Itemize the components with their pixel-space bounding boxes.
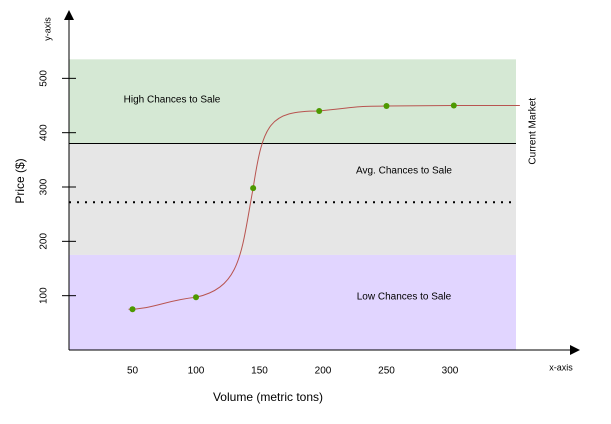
y-tick-label: 100: [39, 287, 50, 304]
y-tick-label: 200: [39, 233, 50, 250]
x-tick-label: 100: [188, 366, 205, 377]
data-point: [193, 294, 199, 301]
x-axis-arrowhead: [570, 345, 580, 355]
data-point: [250, 185, 257, 192]
zone-low-band: [69, 254, 516, 350]
zone-avg-band: [69, 143, 516, 255]
current-market-label: Current Market: [528, 98, 539, 165]
y-tick-label: 500: [39, 70, 50, 87]
zone-high-label: High Chances to Sale: [124, 95, 221, 106]
x-tick-label: 200: [315, 366, 332, 377]
x-tick-label: 150: [251, 366, 268, 377]
data-point: [383, 103, 390, 110]
data-point: [450, 102, 457, 109]
x-tick-label: 50: [127, 366, 139, 377]
y-axis-arrowhead: [64, 10, 74, 20]
data-point: [316, 107, 323, 114]
y-axis-name: y-axis: [42, 17, 52, 41]
x-axis-title: Volume (metric tons): [213, 390, 323, 404]
data-point: [129, 306, 136, 313]
zone-high-band: [69, 59, 516, 144]
y-tick-label: 300: [39, 178, 50, 195]
zone-avg-label: Avg. Chances to Sale: [356, 166, 452, 177]
zone-low-label: Low Chances to Sale: [357, 292, 452, 303]
x-tick-label: 300: [442, 366, 459, 377]
y-tick-label: 400: [39, 124, 50, 141]
y-axis-title: Price ($): [13, 158, 27, 203]
x-tick-label: 250: [378, 366, 395, 377]
x-axis-name: x-axis: [549, 362, 573, 372]
